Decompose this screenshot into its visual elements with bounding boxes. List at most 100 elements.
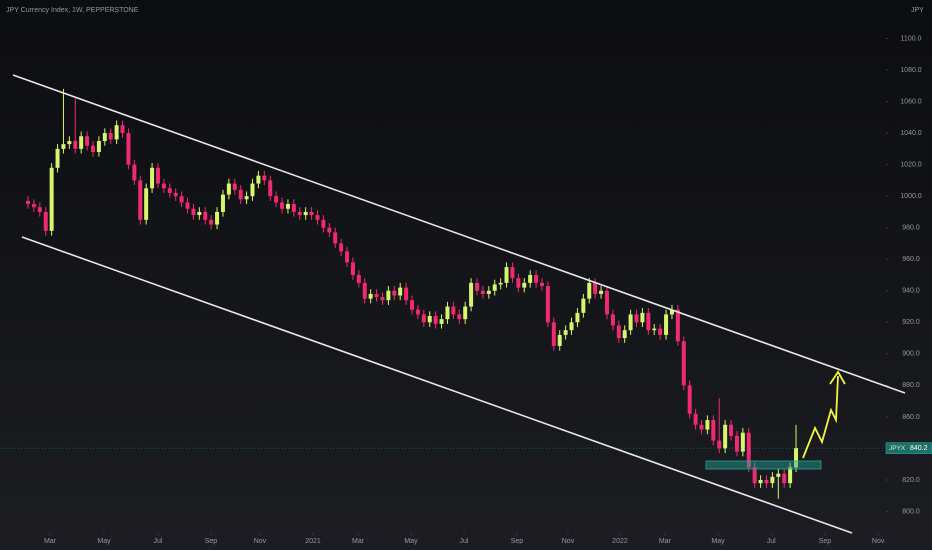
plot: 800.0820.0840.0860.0880.0900.0920.0940.0…	[0, 35, 932, 545]
candle-body	[504, 267, 509, 283]
candle-body	[451, 306, 456, 315]
candle-body	[67, 140, 72, 145]
candle-body	[569, 322, 574, 331]
candle-body	[551, 322, 556, 346]
chart-title: JPY Currency Index, 1W, PEPPERSTONE	[6, 7, 139, 14]
candle-body	[788, 467, 793, 484]
x-tick-label: 2021	[305, 538, 321, 545]
candle-body	[463, 306, 468, 320]
candle-body	[433, 315, 438, 324]
candle-body	[232, 183, 237, 190]
candle-body	[522, 282, 527, 288]
candle-body	[126, 133, 131, 165]
x-tick-label: May	[711, 538, 725, 545]
y-tick-label: 1020.0	[900, 161, 922, 168]
candle-body	[427, 315, 432, 323]
candle-body	[61, 144, 66, 149]
x-tick-label: Jul	[154, 538, 163, 545]
last-price-label: 840.2	[910, 445, 928, 452]
candle-body	[634, 314, 639, 323]
candle-body	[622, 330, 627, 339]
candle-body	[758, 479, 763, 484]
channel-upper	[12, 74, 906, 394]
candle-body	[26, 200, 31, 205]
candle-body	[374, 293, 379, 298]
x-tick-label: Jul	[460, 538, 469, 545]
candle-body	[699, 424, 704, 430]
candle-body	[711, 420, 716, 441]
candle-body	[752, 467, 757, 484]
x-tick-label: May	[404, 538, 418, 545]
candle-body	[250, 183, 255, 197]
candle-body	[120, 125, 125, 134]
candle-body	[528, 275, 533, 283]
candle-body	[108, 133, 113, 140]
candle-body	[652, 328, 657, 331]
y-tick-label: 900.0	[902, 351, 920, 358]
x-tick-label: Sep	[205, 538, 218, 545]
candle-body	[197, 211, 202, 216]
candle-body	[297, 211, 302, 216]
y-tick-label: 1080.0	[900, 67, 922, 74]
candle-body	[723, 424, 728, 449]
candle-body	[138, 180, 143, 220]
candle-body	[534, 275, 539, 283]
candle-body	[581, 298, 586, 313]
candle-body	[203, 211, 208, 220]
candle-body	[675, 309, 680, 342]
candle-body	[398, 287, 403, 296]
candle-body	[616, 325, 621, 339]
candle-body	[410, 300, 415, 310]
x-tick-label: Sep	[819, 538, 832, 545]
candle-body	[776, 473, 781, 477]
candle-body	[155, 167, 160, 184]
x-tick-label: Mar	[44, 538, 57, 545]
y-tick-label: 800.0	[902, 508, 920, 515]
candle-body	[309, 211, 314, 216]
candle-body	[510, 267, 515, 279]
candle-body	[498, 282, 503, 285]
y-tick-label: 1040.0	[900, 130, 922, 137]
candle-body	[321, 219, 326, 228]
y-tick-label: 1100.0	[901, 35, 922, 42]
candle-body	[545, 286, 550, 323]
candle-body	[628, 314, 633, 331]
y-tick-label: 860.0	[902, 414, 920, 421]
candle-body	[681, 341, 686, 386]
candle-body	[575, 312, 580, 323]
candle-body	[185, 202, 190, 209]
y-tick-label: 1000.0	[900, 193, 922, 200]
candle-body	[604, 290, 609, 315]
x-tick-label: 2022	[612, 538, 628, 545]
candle-body	[215, 211, 220, 225]
x-tick-label: May	[97, 538, 111, 545]
candle-body	[79, 136, 84, 149]
candle-body	[268, 180, 273, 197]
x-tick-label: Mar	[659, 538, 672, 545]
candle-body	[380, 297, 385, 301]
candle-body	[764, 479, 769, 484]
candle-body	[43, 211, 48, 231]
candle-body	[599, 290, 604, 294]
candle-body	[480, 290, 485, 294]
candle-body	[37, 207, 42, 212]
candle-body	[593, 282, 598, 294]
candle-body	[327, 227, 332, 233]
candle-body	[439, 319, 444, 324]
candle-body	[350, 262, 355, 275]
candle-body	[303, 211, 308, 216]
candle-body	[746, 432, 751, 468]
candle-body	[144, 188, 149, 220]
candle-body	[150, 167, 155, 189]
candle-body	[664, 314, 669, 335]
candle-body	[734, 435, 739, 452]
candle-body	[539, 282, 544, 287]
y-tick-label: 940.0	[902, 288, 920, 295]
candle-body	[640, 312, 645, 323]
candle-body	[492, 284, 497, 291]
candle-body	[687, 385, 692, 414]
candle-body	[274, 196, 279, 203]
